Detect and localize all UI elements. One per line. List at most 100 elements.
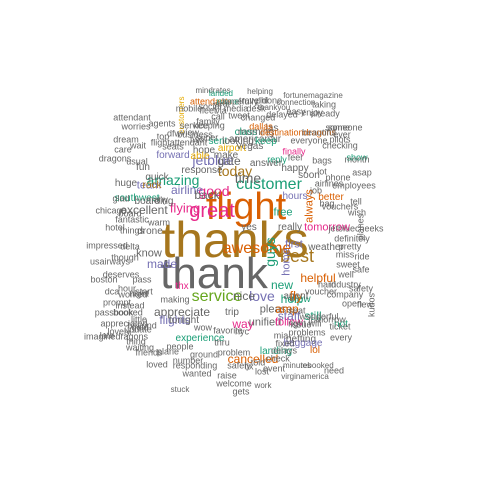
word-mia: mia (273, 330, 289, 341)
word-baggage: baggage (283, 338, 323, 349)
word-keep: keep (255, 136, 277, 147)
word-forward: forward (156, 150, 190, 161)
word-appreciate: appreciate (153, 305, 211, 319)
word-raise: raise (217, 370, 237, 381)
word-gets: gets (232, 386, 250, 397)
word-usual: usual (126, 156, 148, 167)
word-hot: hot (334, 319, 348, 330)
word-delays: delays (270, 345, 298, 356)
word-nice: nice (232, 289, 256, 303)
word-responding: responding (172, 360, 218, 371)
word-rebooked: rebooked (300, 361, 334, 370)
word-airlines: airlines (314, 178, 344, 189)
word-gate: gate (217, 154, 241, 168)
word-flights: flights (159, 313, 191, 327)
word-employees: employees (332, 180, 376, 191)
word-year: year (213, 98, 231, 109)
word-huge: huge (114, 178, 138, 189)
word-virginamerica: virginamerica (281, 372, 329, 381)
word-board: board (118, 208, 142, 219)
word-really: really (278, 222, 302, 233)
word-know: know (136, 247, 162, 260)
word-unified: unified (248, 316, 282, 329)
word-getting: getting (285, 334, 317, 345)
word-passbook: passbook (94, 307, 134, 318)
word-hard: hard (317, 279, 337, 290)
word-deserves: deserves (102, 269, 140, 280)
word-problems: problems (288, 327, 326, 338)
word-better: better (318, 192, 344, 203)
word-welcome: welcome (216, 378, 252, 389)
word-start: start (135, 286, 153, 297)
word-helping: helping (247, 87, 273, 96)
word-first: first (285, 238, 303, 251)
word-people: people (166, 341, 194, 352)
word-fortunemagazine: fortunemagazine (283, 91, 343, 100)
word-impressed: impressed (86, 240, 128, 251)
word-booked: booked (113, 307, 143, 318)
word-feel: feel (287, 152, 303, 163)
word-checking: checking (322, 140, 358, 151)
word-imaginedragons: imaginedragons (83, 331, 149, 342)
word-travel: travel (238, 95, 262, 106)
word-sent: sent (208, 136, 228, 147)
word-view: view (180, 127, 200, 138)
word-month: month (344, 154, 370, 165)
word-vouchers: vouchers (321, 201, 359, 212)
word-destinationdragons: destinationdragons (259, 127, 337, 138)
word-way: way (232, 317, 254, 331)
word-flew: flew (356, 299, 374, 310)
word-lovely: lovely (107, 326, 131, 337)
word-service: service (191, 288, 243, 305)
word-done: done (261, 95, 283, 106)
word-new: new (270, 278, 294, 292)
word-fantastic: fantastic (115, 214, 149, 225)
word-need: need (323, 365, 345, 376)
word-favorite: favorite (213, 325, 243, 336)
word-lol: lol (309, 345, 321, 356)
word-ride: ride (354, 251, 370, 262)
word-thankyou: thankyou (257, 103, 291, 112)
word-via: via (215, 105, 227, 116)
word-americanair: americanair (228, 134, 282, 145)
word-still: still (304, 309, 322, 323)
word-show: show (346, 152, 368, 163)
word-hotel: hotel (105, 222, 125, 233)
word-tomorrow: tomorrow (308, 314, 346, 325)
word-appreciated: appreciated (100, 318, 148, 329)
word-jetbluecheeks: jetbluecheeks (328, 223, 384, 234)
word-quick: quick (145, 172, 169, 183)
word-fleet: fleet (199, 105, 217, 116)
word-two: two (189, 134, 205, 145)
word-pilots: pilots (329, 134, 351, 145)
word-voucher: voucher (304, 286, 338, 297)
word-call: call (211, 111, 225, 122)
word-good: good (198, 183, 230, 199)
word-agent: agent (283, 291, 309, 302)
word-gold: gold (131, 322, 149, 333)
word-check: check (266, 353, 290, 364)
word-able: able (190, 151, 210, 162)
word-drone: drone (137, 226, 163, 237)
word-someone: someone (325, 122, 363, 133)
word-minutes: minutes (282, 361, 312, 370)
word-little: little (130, 314, 148, 325)
word-made: made (146, 257, 178, 271)
word-tix: tix (244, 361, 254, 372)
word-back: back (194, 188, 220, 202)
word-phone: phone (325, 172, 351, 183)
word-every: every (329, 332, 353, 343)
word-service: service (179, 120, 209, 131)
word-loved: loved (146, 359, 168, 370)
word-stuck: stuck (170, 385, 190, 394)
word-crew: crew (289, 294, 311, 305)
word-excellent: excellent (120, 203, 168, 217)
word-finally: finally (282, 146, 306, 157)
word-response: response (181, 165, 223, 176)
word-thing: thing (126, 336, 146, 347)
word-dragons: dragons (98, 153, 132, 164)
word-business: business (177, 129, 213, 140)
word-mindrates: mindrates (195, 86, 231, 95)
word-boston: boston (90, 274, 118, 285)
word-morning: morning (237, 127, 275, 138)
